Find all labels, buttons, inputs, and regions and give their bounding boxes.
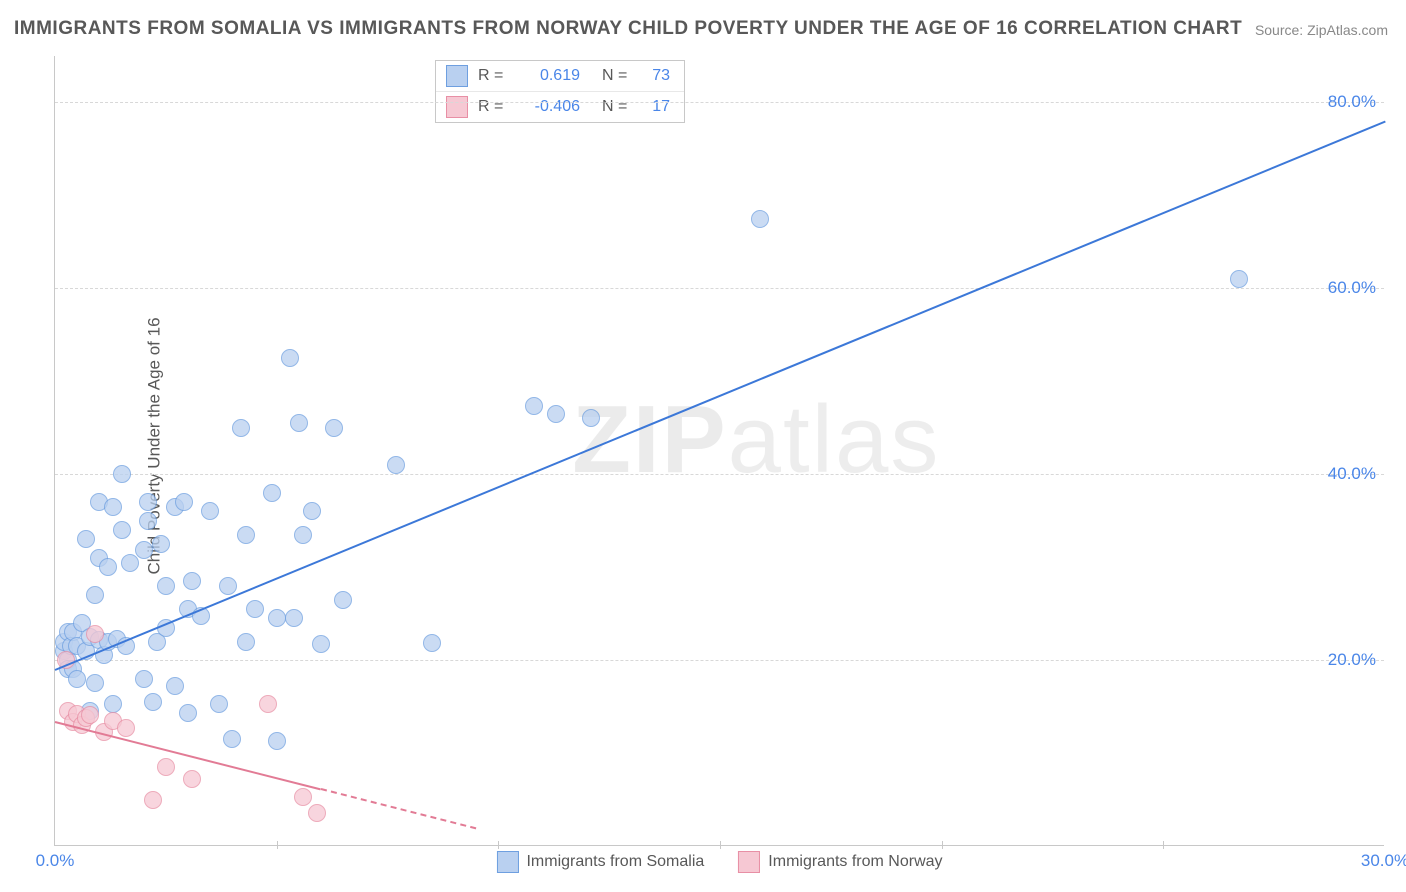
gridline [55, 102, 1384, 103]
x-tick-label: 30.0% [1361, 851, 1406, 871]
data-point [179, 704, 197, 722]
data-point [303, 502, 321, 520]
data-point [334, 591, 352, 609]
x-tick-mark [498, 841, 499, 849]
data-point [77, 530, 95, 548]
data-point [183, 770, 201, 788]
data-point [157, 758, 175, 776]
data-point [113, 465, 131, 483]
y-tick-label: 40.0% [1328, 464, 1376, 484]
legend-swatch [738, 851, 760, 873]
legend-r-label: R = [478, 67, 506, 85]
legend-n-value: 73 [642, 67, 670, 85]
x-tick-label: 0.0% [36, 851, 75, 871]
data-point [166, 677, 184, 695]
y-tick-label: 60.0% [1328, 278, 1376, 298]
data-point [81, 706, 99, 724]
data-point [294, 788, 312, 806]
data-point [117, 719, 135, 737]
legend-n-value: 17 [642, 98, 670, 116]
gridline [55, 660, 1384, 661]
x-tick-mark [942, 841, 943, 849]
data-point [68, 670, 86, 688]
legend-swatch [496, 851, 518, 873]
data-point [312, 635, 330, 653]
data-point [263, 484, 281, 502]
data-point [223, 730, 241, 748]
x-tick-mark [1163, 841, 1164, 849]
data-point [113, 521, 131, 539]
data-point [139, 512, 157, 530]
gridline [55, 288, 1384, 289]
data-point [135, 541, 153, 559]
data-point [547, 405, 565, 423]
data-point [86, 586, 104, 604]
legend-swatch [446, 96, 468, 118]
data-point [582, 409, 600, 427]
data-point [751, 210, 769, 228]
data-point [268, 609, 286, 627]
y-tick-label: 80.0% [1328, 92, 1376, 112]
data-point [294, 526, 312, 544]
data-point [285, 609, 303, 627]
data-point [219, 577, 237, 595]
legend-swatch [446, 65, 468, 87]
watermark-b: atlas [728, 386, 941, 493]
data-point [201, 502, 219, 520]
legend-r-label: R = [478, 98, 506, 116]
data-point [183, 572, 201, 590]
data-point [259, 695, 277, 713]
source-label: Source: [1255, 22, 1303, 38]
data-point [1230, 270, 1248, 288]
legend-label: Immigrants from Somalia [526, 853, 704, 871]
legend-n-label: N = [602, 67, 632, 85]
legend-row: R = 0.619 N = 73 [436, 61, 684, 91]
chart-title: IMMIGRANTS FROM SOMALIA VS IMMIGRANTS FR… [14, 18, 1242, 40]
source-attribution: Source: ZipAtlas.com [1255, 22, 1388, 38]
data-point [308, 804, 326, 822]
trend-line [55, 121, 1386, 671]
data-point [135, 670, 153, 688]
data-point [144, 791, 162, 809]
data-point [175, 493, 193, 511]
data-point [281, 349, 299, 367]
data-point [210, 695, 228, 713]
data-point [104, 498, 122, 516]
x-tick-mark [720, 841, 721, 849]
data-point [290, 414, 308, 432]
correlation-legend: R = 0.619 N = 73 R = -0.406 N = 17 [435, 60, 685, 123]
data-point [144, 693, 162, 711]
plot-area: ZIPatlas R =0.619N =73R =-0.406N =17 Imm… [54, 56, 1384, 846]
legend-r-value: 0.619 [516, 67, 580, 85]
legend-n-label: N = [602, 98, 632, 116]
data-point [139, 493, 157, 511]
data-point [387, 456, 405, 474]
data-point [423, 634, 441, 652]
x-tick-mark [277, 841, 278, 849]
data-point [104, 695, 122, 713]
legend-item: Immigrants from Norway [738, 851, 942, 873]
watermark: ZIPatlas [572, 385, 940, 495]
legend-item: Immigrants from Somalia [496, 851, 704, 873]
data-point [325, 419, 343, 437]
y-tick-label: 20.0% [1328, 650, 1376, 670]
data-point [86, 625, 104, 643]
data-point [268, 732, 286, 750]
data-point [99, 558, 117, 576]
data-point [152, 535, 170, 553]
data-point [237, 526, 255, 544]
legend-label: Immigrants from Norway [768, 853, 942, 871]
data-point [157, 577, 175, 595]
data-point [232, 419, 250, 437]
data-point [525, 397, 543, 415]
data-point [246, 600, 264, 618]
trend-line [321, 788, 477, 829]
source-value: ZipAtlas.com [1307, 22, 1388, 38]
data-point [237, 633, 255, 651]
legend-row: R = -0.406 N = 17 [436, 91, 684, 122]
gridline [55, 474, 1384, 475]
data-point [86, 674, 104, 692]
legend-r-value: -0.406 [516, 98, 580, 116]
series-legend: Immigrants from Somalia Immigrants from N… [496, 851, 942, 873]
